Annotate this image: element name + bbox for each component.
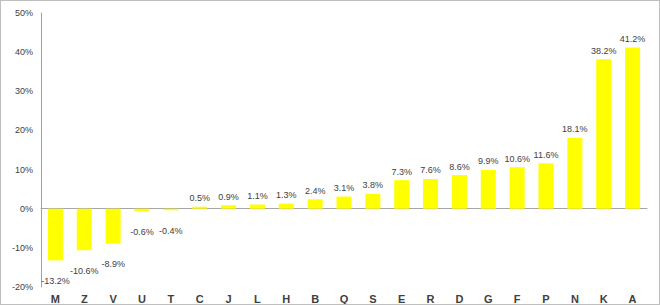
svg-text:0%: 0% xyxy=(20,204,33,214)
svg-text:3.1%: 3.1% xyxy=(334,183,355,193)
svg-text:18.1%: 18.1% xyxy=(562,124,588,134)
svg-text:Z: Z xyxy=(81,293,88,305)
svg-text:A: A xyxy=(629,293,637,305)
svg-text:20%: 20% xyxy=(15,125,33,135)
svg-text:10%: 10% xyxy=(15,165,33,175)
svg-text:-0.4%: -0.4% xyxy=(159,226,183,236)
svg-text:J: J xyxy=(226,293,232,305)
svg-text:0.5%: 0.5% xyxy=(189,193,210,203)
svg-text:11.6%: 11.6% xyxy=(534,150,559,160)
svg-text:30%: 30% xyxy=(15,86,33,96)
svg-text:40%: 40% xyxy=(15,47,33,57)
svg-text:1.3%: 1.3% xyxy=(276,190,297,200)
svg-text:50%: 50% xyxy=(15,8,33,18)
svg-text:7.6%: 7.6% xyxy=(420,165,441,175)
svg-text:S: S xyxy=(369,293,376,305)
svg-text:T: T xyxy=(167,293,174,305)
svg-text:C: C xyxy=(196,293,204,305)
svg-text:R: R xyxy=(427,293,435,305)
svg-text:10.6%: 10.6% xyxy=(504,154,530,164)
svg-text:V: V xyxy=(109,293,117,305)
svg-text:-10%: -10% xyxy=(12,243,33,253)
svg-text:-0.6%: -0.6% xyxy=(130,227,154,237)
svg-text:B: B xyxy=(311,293,319,305)
svg-text:E: E xyxy=(398,293,405,305)
svg-text:2.4%: 2.4% xyxy=(305,186,326,196)
svg-text:U: U xyxy=(138,293,146,305)
svg-text:38.2%: 38.2% xyxy=(591,46,617,56)
svg-text:8.6%: 8.6% xyxy=(449,162,470,172)
svg-text:L: L xyxy=(254,293,261,305)
svg-text:-10.6%: -10.6% xyxy=(70,266,99,276)
svg-text:41.2%: 41.2% xyxy=(620,34,646,44)
svg-text:G: G xyxy=(484,293,493,305)
svg-text:M: M xyxy=(51,293,60,305)
svg-text:0.9%: 0.9% xyxy=(218,192,239,202)
svg-text:H: H xyxy=(282,293,290,305)
svg-text:1.1%: 1.1% xyxy=(247,191,268,201)
svg-text:-8.9%: -8.9% xyxy=(101,259,125,269)
svg-text:-13.2%: -13.2% xyxy=(41,276,70,286)
svg-text:7.3%: 7.3% xyxy=(391,167,412,177)
svg-text:N: N xyxy=(571,293,579,305)
svg-text:F: F xyxy=(514,293,521,305)
svg-text:9.9%: 9.9% xyxy=(478,156,499,166)
svg-text:3.8%: 3.8% xyxy=(363,180,384,190)
svg-text:Q: Q xyxy=(340,293,349,305)
svg-text:D: D xyxy=(455,293,463,305)
svg-text:-20%: -20% xyxy=(12,282,33,292)
svg-text:K: K xyxy=(600,293,608,305)
svg-text:P: P xyxy=(542,293,549,305)
